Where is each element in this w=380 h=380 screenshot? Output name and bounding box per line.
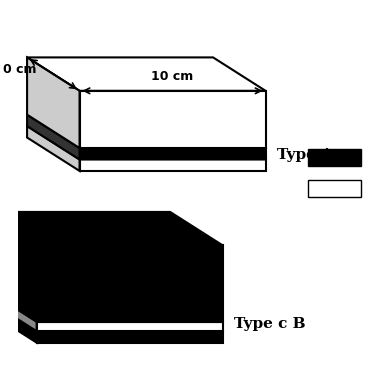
Polygon shape (27, 57, 266, 91)
Polygon shape (79, 91, 266, 148)
Polygon shape (27, 126, 266, 160)
Polygon shape (0, 212, 223, 245)
Polygon shape (79, 148, 266, 160)
Polygon shape (0, 288, 223, 321)
Polygon shape (27, 57, 79, 148)
Text: 0 cm: 0 cm (3, 63, 36, 76)
Polygon shape (309, 149, 361, 166)
Polygon shape (27, 115, 266, 148)
Polygon shape (36, 245, 223, 321)
Polygon shape (0, 298, 36, 343)
Polygon shape (79, 160, 266, 171)
Polygon shape (0, 298, 223, 331)
Polygon shape (309, 179, 361, 197)
Polygon shape (0, 212, 36, 321)
Polygon shape (36, 321, 223, 331)
Polygon shape (27, 115, 79, 160)
Text: Type c B: Type c B (234, 317, 306, 331)
Polygon shape (27, 126, 79, 171)
Polygon shape (0, 288, 36, 331)
Text: 10 cm: 10 cm (151, 70, 194, 83)
Polygon shape (36, 331, 223, 343)
Text: Type A: Type A (277, 148, 333, 162)
